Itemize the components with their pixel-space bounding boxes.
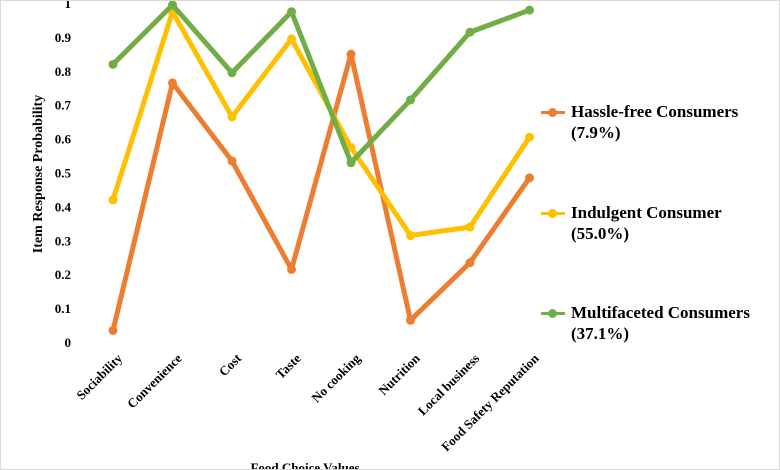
x-tick-label: Cost — [216, 350, 245, 379]
legend-entry: Indulgent Consumer (55.0%) — [541, 202, 771, 244]
series-marker — [525, 173, 534, 183]
series-marker — [168, 78, 177, 88]
x-tick-label: Local business — [415, 351, 483, 419]
series-line — [110, 9, 532, 239]
series-marker — [108, 59, 118, 69]
x-tick-label: Convenience — [124, 350, 185, 411]
series-marker — [406, 315, 415, 325]
series-marker — [525, 132, 534, 142]
series-marker — [525, 5, 534, 15]
x-tick-label: Sociability — [73, 350, 125, 402]
series-marker — [287, 34, 296, 44]
y-tick-label: 0.8 — [55, 64, 72, 79]
y-tick-label: 0.5 — [55, 165, 72, 180]
series-marker — [346, 142, 356, 152]
x-tick-label: Nutrition — [375, 350, 423, 398]
series-marker — [465, 258, 475, 268]
legend-entry: Multifaceted Consumers (37.1%) — [541, 302, 771, 344]
y-tick-label: 0.7 — [55, 98, 72, 113]
y-tick-label: 0.4 — [55, 199, 72, 214]
series-marker — [227, 156, 237, 166]
series-line — [110, 51, 532, 332]
y-tick-label: 0.3 — [55, 233, 72, 248]
series-marker — [287, 264, 296, 274]
legend-label: Hassle-free Consumers (7.9%) — [571, 102, 739, 142]
legend-swatch — [541, 108, 565, 117]
legend-label: Indulgent Consumer (55.0%) — [571, 203, 722, 243]
series-marker — [227, 112, 237, 122]
x-axis-title: Food Choice Values — [250, 460, 359, 469]
series-marker — [287, 7, 296, 17]
y-tick-label: 0.1 — [55, 301, 71, 316]
series-marker — [465, 222, 475, 232]
series-marker — [406, 95, 415, 105]
series-marker — [227, 68, 237, 78]
series-line — [111, 2, 531, 166]
series-marker — [346, 49, 356, 59]
y-tick-label: 0 — [65, 335, 72, 350]
legend-label: Multifaceted Consumers (37.1%) — [571, 303, 750, 343]
series-marker — [168, 1, 177, 10]
series-marker — [465, 27, 475, 37]
legend-entry: Hassle-free Consumers (7.9%) — [541, 101, 771, 143]
y-tick-label: 0.6 — [55, 132, 72, 147]
series-marker — [108, 195, 118, 205]
x-tick-label: Food Safety Reputation — [438, 350, 542, 454]
legend-swatch — [541, 309, 565, 318]
y-tick-label: 1 — [65, 1, 72, 11]
legend-swatch — [541, 209, 565, 218]
y-tick-label: 0.9 — [55, 30, 72, 45]
series-marker — [108, 325, 118, 335]
x-tick-label: Taste — [273, 350, 304, 381]
series-marker — [406, 231, 415, 241]
y-tick-label: 0.2 — [55, 267, 71, 282]
x-tick-label: No cooking — [308, 350, 363, 405]
series-marker — [346, 158, 356, 168]
y-axis-title: Item Response Probability — [31, 95, 46, 253]
